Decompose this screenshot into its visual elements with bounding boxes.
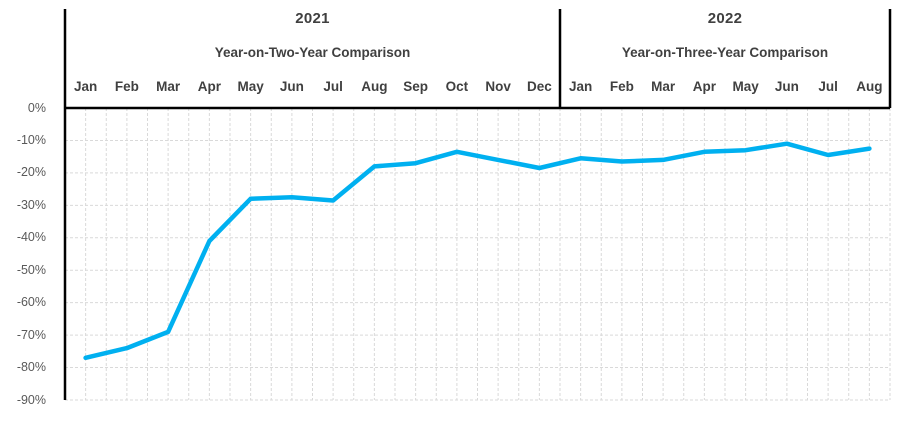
- x-axis-label: Feb: [114, 79, 139, 94]
- y-axis-label: -20%: [16, 165, 46, 180]
- y-axis-label: -10%: [16, 132, 46, 147]
- x-axis-label: Jul: [818, 79, 838, 94]
- x-axis-label: Nov: [485, 79, 511, 94]
- x-axis-label: May: [732, 79, 759, 94]
- y-axis-label: 0%: [27, 100, 46, 115]
- x-axis-label: Mar: [156, 79, 181, 94]
- header-group-2022: 2022 Year-on-Three-Year Comparison: [560, 10, 890, 61]
- y-axis-label: -60%: [16, 295, 46, 310]
- y-axis-label: -30%: [16, 197, 46, 212]
- x-axis-label: Jan: [73, 79, 98, 94]
- x-axis-label: Feb: [609, 79, 634, 94]
- x-axis-label: Jun: [774, 79, 799, 94]
- x-axis-label: Oct: [445, 79, 469, 94]
- gridlines: [65, 108, 891, 401]
- x-axis-label: Sep: [403, 79, 428, 94]
- x-axis-label: Jul: [323, 79, 343, 94]
- year-label-2021: 2021: [295, 10, 330, 27]
- x-axis-label: Jan: [568, 79, 593, 94]
- y-axis-label: -40%: [16, 230, 46, 245]
- header-group-2021: 2021 Year-on-Two-Year Comparison: [65, 10, 560, 61]
- x-axis-label: Jun: [279, 79, 304, 94]
- x-axis-label: Aug: [856, 79, 883, 94]
- y-axis-label: -90%: [16, 392, 46, 407]
- x-axis-label: Apr: [197, 79, 221, 94]
- y-axis-label: -80%: [16, 360, 46, 375]
- x-axis-label: Mar: [651, 79, 676, 94]
- x-axis-label: Aug: [361, 79, 388, 94]
- year-label-2022: 2022: [707, 10, 743, 27]
- x-axis-label: Apr: [692, 79, 716, 94]
- y-axis-label: -50%: [16, 262, 46, 277]
- x-axis-label: Dec: [526, 79, 552, 94]
- y-axis-label: -70%: [16, 327, 46, 342]
- x-axis-label: May: [237, 79, 264, 94]
- subtitle-2021: Year-on-Two-Year Comparison: [214, 45, 411, 60]
- subtitle-2022: Year-on-Three-Year Comparison: [621, 45, 829, 60]
- data-line: [83, 141, 872, 361]
